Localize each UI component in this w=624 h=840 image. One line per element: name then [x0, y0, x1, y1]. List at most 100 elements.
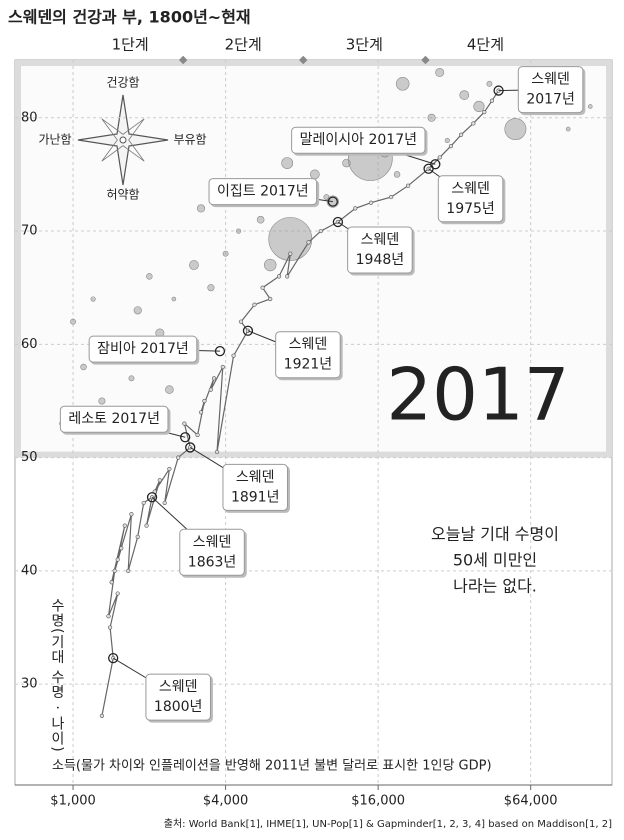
annotation-box [88, 335, 198, 363]
x-tick-label: $16,000 [351, 794, 405, 809]
trajectory-point [135, 534, 140, 540]
annotation-label: 스웨덴 [531, 72, 570, 88]
annotation: 스웨덴 2017년 [498, 66, 584, 114]
country-bubble [128, 375, 135, 382]
trajectory-point [112, 568, 117, 573]
country-bubble [146, 273, 153, 280]
annotation-marker [327, 196, 338, 207]
annotation-label: 말레이시아 2017년 [300, 132, 417, 148]
annotation-marker [108, 652, 119, 664]
trajectory-point [238, 319, 244, 324]
trajectory-point [211, 376, 217, 381]
trajectory-point [353, 206, 358, 211]
trajectory-point [268, 296, 273, 302]
trajectory-point [106, 614, 111, 619]
trajectory-point [252, 302, 257, 307]
annotation-label: 스웨덴 [361, 232, 400, 248]
country-bubble [459, 90, 470, 100]
trajectory-point [115, 591, 120, 596]
stage-boundary [298, 55, 308, 65]
trajectory-point [318, 228, 323, 234]
trajectory-point [122, 523, 127, 528]
country-bubble [80, 363, 87, 371]
compass-label: 건강함 [106, 76, 139, 90]
stage-label: 2단계 [225, 36, 262, 54]
compass: 건강함 가난함 부유함 허약함 [38, 76, 206, 202]
country-bubble [165, 385, 174, 394]
trajectory-point [448, 143, 454, 149]
note: 나라는 없다. [453, 577, 537, 596]
country-bubble [427, 113, 436, 122]
annotation: 스웨덴 1863년 [151, 496, 245, 576]
stage-label: 4단계 [467, 36, 504, 54]
annotation-box [347, 226, 413, 274]
y-axis-title: 수명(기대 수명 · 나이) [49, 598, 65, 753]
trajectory-point [167, 466, 172, 472]
compass-star-inner [101, 118, 145, 162]
stage-boundary [178, 55, 188, 65]
compass-label: 가난함 [38, 133, 71, 147]
trajectory-point [182, 421, 187, 426]
trajectory-point [306, 240, 311, 245]
stage-label: 3단계 [346, 36, 383, 54]
trajectory-point [489, 98, 495, 103]
annotation-box [179, 528, 245, 576]
annotation-box [437, 175, 504, 223]
trajectory-point [107, 625, 113, 630]
trajectory-point [157, 478, 162, 483]
country-bubble [486, 80, 493, 87]
country-bubble [235, 228, 242, 234]
trajectory-point [109, 580, 114, 585]
annotation-label: 1891년 [231, 489, 280, 505]
country-bubble [98, 397, 106, 405]
trajectory-point [276, 274, 282, 279]
annotation: 말레이시아 2017년 [291, 126, 436, 165]
trajectory-point [202, 398, 207, 404]
trajectory-point [129, 512, 134, 517]
country-bubble [197, 204, 206, 213]
trajectory-point [288, 251, 293, 256]
annotation-marker [180, 432, 191, 443]
annotation-box [59, 405, 169, 433]
country-bubble [222, 250, 229, 257]
trajectory-point [214, 449, 220, 455]
country-bubble [189, 260, 199, 270]
annotation: 이집트 2017년 [208, 178, 333, 206]
y-tick-label: 30 [21, 677, 38, 692]
y-tick-label: 40 [21, 563, 38, 578]
trajectory-point [115, 557, 120, 562]
annotation-label: 스웨덴 [159, 679, 198, 695]
annotation-label: 레소토 2017년 [68, 411, 160, 427]
x-tick-label: $1,000 [50, 794, 96, 809]
annotation-label: 1863년 [188, 554, 237, 570]
trajectory-point [405, 183, 411, 188]
annotation-box [275, 331, 341, 379]
annotation-label: 이집트 2017년 [217, 184, 309, 200]
y-tick-label: 50 [21, 450, 38, 465]
note: 50세 미만인 [453, 551, 537, 570]
trajectory-point [162, 500, 167, 506]
year-label: 2017 [386, 353, 569, 437]
source: 출처: World Bank[1], IHME[1], UN-Pop[1] & … [164, 818, 612, 830]
note: 오늘날 기대 수명이 [431, 525, 559, 544]
country-bubble [444, 137, 450, 144]
annotation-box [145, 673, 211, 721]
annotation: 스웨덴 1948년 [337, 221, 413, 274]
annotation-box [222, 463, 288, 511]
trajectory-point [458, 132, 464, 137]
country-bubble [473, 100, 485, 113]
annotation-marker [214, 345, 226, 357]
annotation-label: 잠비아 2017년 [97, 341, 189, 357]
country-bubble [281, 157, 294, 169]
annotation-marker [242, 325, 254, 336]
stage-boundary [421, 55, 430, 65]
trajectory-point [260, 285, 265, 290]
trajectory-point [144, 523, 149, 528]
country-bubble [70, 318, 76, 325]
annotation-label: 스웨덴 [289, 337, 328, 353]
country-bubble [395, 77, 410, 91]
trajectory-point [482, 110, 487, 115]
annotation: 잠비아 2017년 [88, 335, 220, 363]
annotation-box [517, 66, 584, 114]
